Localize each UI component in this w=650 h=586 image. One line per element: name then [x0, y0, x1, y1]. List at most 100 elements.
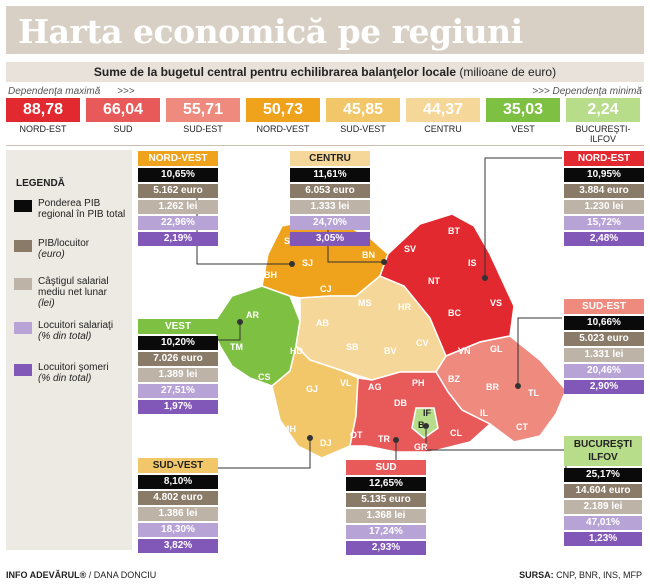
county-label: TM [230, 342, 243, 352]
county-label: BT [448, 226, 460, 236]
budget-tile-region: BUCUREŞTI-ILFOV [575, 124, 631, 144]
budget-tile: 2,24 BUCUREŞTI-ILFOV [566, 98, 640, 144]
region-stat-pibloc: 5.135 euro [346, 493, 426, 507]
budget-tile-region: SUD-VEST [340, 124, 386, 134]
region-box-sud-vest: SUD-VEST 8,10% 4.802 euro 1.386 lei 18,30% 3,… [138, 458, 218, 553]
region-box-nord-est: NORD-EST 10,95% 3.884 euro 1.230 lei 15,72% 2… [564, 151, 644, 246]
region-stat-salariu: 1.368 lei [346, 509, 426, 523]
region-stat-pibloc: 5.023 euro [564, 332, 644, 346]
county-label: AB [316, 318, 329, 328]
budget-tile-value: 50,73 [246, 98, 320, 122]
county-label: VS [490, 298, 503, 308]
legend-label: Locuitori salariaţi [38, 320, 114, 331]
region-box-title: SUD-VEST [138, 458, 218, 473]
legend-title: LEGENDĂ [16, 178, 65, 189]
region-stat-someri: 2,93% [346, 541, 426, 555]
budget-tile: 55,71 SUD-EST [166, 98, 240, 134]
region-stat-salariu: 2.189 lei [564, 500, 642, 514]
county-label: TL [528, 388, 539, 398]
region-stat-salariati: 47,01% [564, 516, 642, 530]
region-stat-salariati: 17,24% [346, 525, 426, 539]
region-box-title: VEST [138, 319, 218, 334]
county-label: PH [412, 378, 425, 388]
page-title: Harta economică pe regiuni [18, 12, 523, 51]
region-stat-salariu: 1.230 lei [564, 200, 644, 214]
region-stat-pibloc: 5.162 euro [138, 184, 218, 198]
legend-swatch [14, 200, 32, 212]
budget-tile-region: NORD-EST [19, 124, 67, 134]
subtitle-bar: Sume de la bugetul central pentru echili… [6, 62, 644, 82]
county-label: GR [414, 442, 428, 452]
title-bar: Harta economică pe regiuni [6, 6, 644, 54]
region-stat-salariu: 1.386 lei [138, 507, 218, 521]
budget-tile-region: CENTRU [424, 124, 462, 134]
region-box-sud-est: SUD-EST 10,66% 5.023 euro 1.331 lei 20,46% 2,… [564, 299, 644, 394]
footer-credit: INFO ADEVĂRUL® / DANA DONCIU [6, 570, 156, 580]
subtitle: Sume de la bugetul central pentru echili… [6, 65, 644, 79]
budget-tiles: 88,78 NORD-EST 66,04 SUD 55,71 SUD-EST 50,73 NO… [6, 98, 646, 144]
region-stat-someri: 3,82% [138, 539, 218, 553]
county-label: DB [394, 398, 407, 408]
legend-swatch [14, 240, 32, 252]
region-stat-salariati: 15,72% [564, 216, 644, 230]
region-stat-pibloc: 7.026 euro [138, 352, 218, 366]
region-stat-salariu: 1.333 lei [290, 200, 370, 214]
county-label: BH [264, 270, 277, 280]
county-label: BR [486, 382, 499, 392]
legend-text: Locuitori şomeri (% din total) [38, 362, 133, 384]
region-stat-pib: 10,66% [564, 316, 644, 330]
county-label: MH [282, 424, 296, 434]
legend-unit: (euro) [38, 249, 65, 260]
region-stat-pib: 10,65% [138, 168, 218, 182]
region-stat-salariati: 24,70% [290, 216, 370, 230]
budget-tile-region: SUD-EST [183, 124, 223, 134]
county-label: VN [458, 346, 471, 356]
county-label: NT [428, 276, 440, 286]
county-label: BC [448, 308, 461, 318]
region-stat-pib: 10,95% [564, 168, 644, 182]
region-stat-pibloc: 14.604 euro [564, 484, 642, 498]
footer-source-label: SURSA: [519, 570, 554, 580]
county-label: GL [490, 344, 503, 354]
region-stat-salariu: 1.262 lei [138, 200, 218, 214]
subtitle-unit: (milioane de euro) [459, 65, 557, 79]
budget-tile-value: 55,71 [166, 98, 240, 122]
budget-tile: 50,73 NORD-VEST [246, 98, 320, 134]
budget-tile-region: SUD [113, 124, 133, 134]
region-box-nord-vest: NORD-VEST 10,65% 5.162 euro 1.262 lei 22,96%… [138, 151, 218, 246]
county-label: VL [340, 378, 352, 388]
region-stat-pibloc: 3.884 euro [564, 184, 644, 198]
region-stat-pibloc: 4.802 euro [138, 491, 218, 505]
footer-source-text: CNP, BNR, INS, MFP [553, 570, 642, 580]
legend-text: Câştigul salarial mediu net lunar (lei) [38, 276, 133, 309]
county-label: OT [350, 430, 363, 440]
footer-author: / DANA DONCIU [86, 570, 157, 580]
region-box-vest: VEST 10,20% 7.026 euro 1.389 lei 27,51% 1,97% [138, 319, 218, 414]
legend-text: Ponderea PIB regional în PIB total [38, 198, 133, 220]
legend-label: Câştigul salarial mediu net lunar [38, 276, 109, 298]
region-box-bucuresti: BUCUREŞTI ILFOV 25,17% 14.604 euro 2.189 le… [564, 436, 642, 546]
region-box-title: NORD-EST [564, 151, 644, 166]
county-label: CL [450, 428, 462, 438]
region-stat-someri: 2,48% [564, 232, 644, 246]
leader-sud-vest [216, 438, 311, 469]
county-label: B [418, 420, 425, 430]
budget-tile: 88,78 NORD-EST [6, 98, 80, 134]
county-label: CV [416, 338, 429, 348]
region-stat-salariati: 27,51% [138, 384, 218, 398]
region-box-title: SUD-EST [564, 299, 644, 314]
region-stat-salariati: 18,30% [138, 523, 218, 537]
county-label: CJ [320, 284, 332, 294]
budget-tile: 44,37 CENTRU [406, 98, 480, 134]
budget-tile-value: 88,78 [6, 98, 80, 122]
legend-unit: (lei) [38, 298, 55, 309]
county-label: SJ [302, 258, 314, 268]
budget-tile-value: 2,24 [566, 98, 640, 122]
county-label: IS [468, 258, 477, 268]
leader-nord-est [484, 157, 562, 278]
county-label: BZ [448, 374, 460, 384]
map-area: SMMMBHSJBNCJSVBTISNTVSBCARTMHDCSABMSHRSB… [0, 146, 650, 566]
budget-tile-region: NORD-VEST [256, 124, 310, 134]
region-box-title: SUD [346, 460, 426, 475]
county-label: AR [246, 310, 259, 320]
